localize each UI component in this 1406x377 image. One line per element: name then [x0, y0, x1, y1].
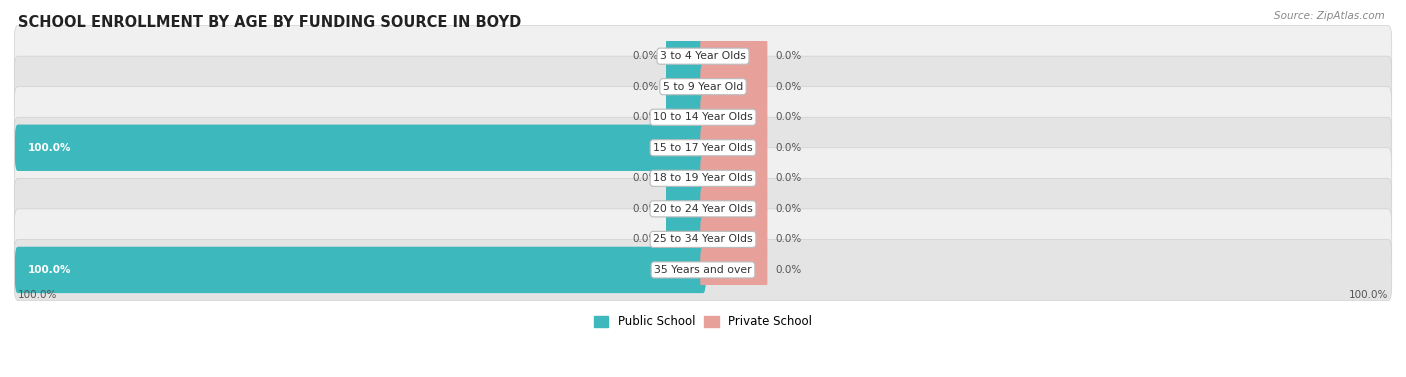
Text: SCHOOL ENROLLMENT BY AGE BY FUNDING SOURCE IN BOYD: SCHOOL ENROLLMENT BY AGE BY FUNDING SOUR…	[18, 15, 522, 30]
FancyBboxPatch shape	[700, 185, 768, 232]
Text: 100.0%: 100.0%	[18, 290, 58, 300]
FancyBboxPatch shape	[700, 216, 768, 263]
Text: 0.0%: 0.0%	[633, 234, 658, 244]
Text: 0.0%: 0.0%	[775, 204, 801, 214]
FancyBboxPatch shape	[666, 63, 706, 110]
FancyBboxPatch shape	[15, 247, 706, 293]
Text: 25 to 34 Year Olds: 25 to 34 Year Olds	[654, 234, 752, 244]
Text: 0.0%: 0.0%	[633, 82, 658, 92]
Text: 35 Years and over: 35 Years and over	[654, 265, 752, 275]
FancyBboxPatch shape	[666, 216, 706, 263]
Text: 10 to 14 Year Olds: 10 to 14 Year Olds	[654, 112, 752, 122]
Text: 20 to 24 Year Olds: 20 to 24 Year Olds	[654, 204, 752, 214]
Text: 0.0%: 0.0%	[633, 51, 658, 61]
Text: 0.0%: 0.0%	[775, 173, 801, 183]
FancyBboxPatch shape	[666, 33, 706, 80]
Text: 0.0%: 0.0%	[775, 112, 801, 122]
Text: 0.0%: 0.0%	[633, 173, 658, 183]
FancyBboxPatch shape	[14, 239, 1392, 300]
Text: 3 to 4 Year Olds: 3 to 4 Year Olds	[659, 51, 747, 61]
FancyBboxPatch shape	[14, 148, 1392, 209]
Legend: Public School, Private School: Public School, Private School	[589, 311, 817, 333]
Text: 100.0%: 100.0%	[28, 265, 72, 275]
FancyBboxPatch shape	[700, 247, 768, 293]
Text: 5 to 9 Year Old: 5 to 9 Year Old	[662, 82, 744, 92]
Text: 100.0%: 100.0%	[28, 143, 72, 153]
FancyBboxPatch shape	[14, 178, 1392, 239]
FancyBboxPatch shape	[14, 117, 1392, 178]
Text: 100.0%: 100.0%	[1348, 290, 1388, 300]
FancyBboxPatch shape	[700, 94, 768, 141]
FancyBboxPatch shape	[700, 155, 768, 202]
FancyBboxPatch shape	[15, 124, 706, 171]
FancyBboxPatch shape	[14, 26, 1392, 87]
Text: 0.0%: 0.0%	[775, 82, 801, 92]
Text: 0.0%: 0.0%	[775, 234, 801, 244]
FancyBboxPatch shape	[14, 87, 1392, 148]
FancyBboxPatch shape	[666, 155, 706, 202]
Text: 0.0%: 0.0%	[775, 51, 801, 61]
FancyBboxPatch shape	[14, 56, 1392, 117]
Text: 0.0%: 0.0%	[633, 204, 658, 214]
Text: Source: ZipAtlas.com: Source: ZipAtlas.com	[1274, 11, 1385, 21]
Text: 18 to 19 Year Olds: 18 to 19 Year Olds	[654, 173, 752, 183]
Text: 15 to 17 Year Olds: 15 to 17 Year Olds	[654, 143, 752, 153]
Text: 0.0%: 0.0%	[775, 265, 801, 275]
Text: 0.0%: 0.0%	[633, 112, 658, 122]
Text: 0.0%: 0.0%	[775, 143, 801, 153]
FancyBboxPatch shape	[700, 124, 768, 171]
FancyBboxPatch shape	[14, 209, 1392, 270]
FancyBboxPatch shape	[666, 94, 706, 141]
FancyBboxPatch shape	[700, 33, 768, 80]
FancyBboxPatch shape	[666, 185, 706, 232]
FancyBboxPatch shape	[700, 63, 768, 110]
